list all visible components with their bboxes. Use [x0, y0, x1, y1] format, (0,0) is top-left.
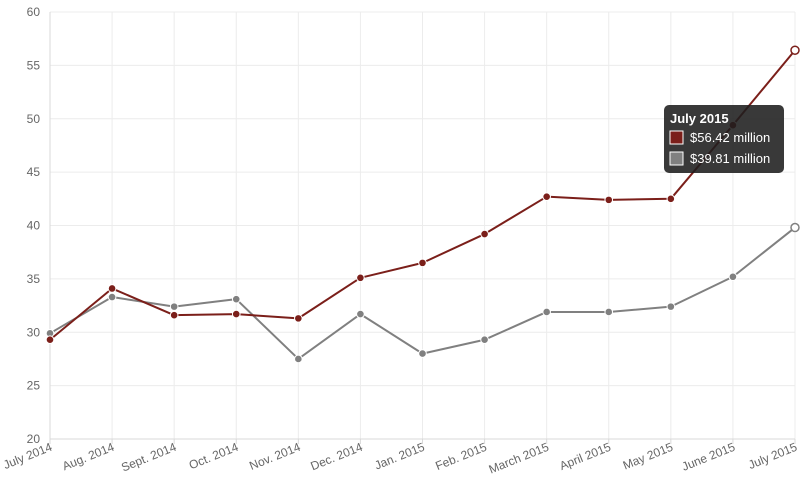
tooltip-swatch	[669, 151, 684, 166]
x-tick-label: March 2015	[487, 440, 551, 477]
data-point[interactable]	[604, 307, 614, 317]
x-tick-label: July 2015	[746, 440, 799, 472]
data-point[interactable]	[604, 195, 614, 205]
tooltip-title: July 2015	[670, 111, 729, 126]
data-point[interactable]	[356, 273, 365, 283]
data-point[interactable]	[542, 307, 551, 317]
x-tick-label: Dec. 2014	[309, 440, 365, 474]
x-tick-label: Oct. 2014	[187, 440, 241, 473]
y-tick-label: 50	[27, 112, 41, 126]
data-point[interactable]	[480, 335, 489, 345]
y-tick-label: 45	[27, 165, 41, 179]
data-point[interactable]	[418, 349, 427, 358]
data-point[interactable]	[107, 284, 117, 293]
x-tick-label: June 2015	[680, 440, 738, 474]
data-point[interactable]	[790, 45, 800, 55]
data-point[interactable]	[542, 192, 551, 201]
y-tick-label: 20	[27, 432, 41, 446]
tooltip-box	[664, 105, 784, 173]
x-tick-label: April 2015	[558, 440, 614, 473]
data-point[interactable]	[294, 314, 303, 323]
x-tick-label: Sept. 2014	[119, 440, 178, 475]
data-point[interactable]	[666, 194, 676, 204]
x-tick-label: Jan. 2015	[372, 440, 426, 473]
y-tick-label: 25	[27, 379, 41, 393]
x-tick-label: Aug. 2014	[60, 440, 116, 474]
y-tick-label: 40	[27, 219, 41, 233]
x-tick-label: Feb. 2015	[433, 440, 489, 473]
x-tick-label: May 2015	[621, 440, 675, 473]
data-point[interactable]	[728, 272, 738, 282]
data-point[interactable]	[480, 229, 489, 239]
grid	[49, 11, 796, 440]
data-point[interactable]	[356, 309, 365, 319]
data-point[interactable]	[294, 354, 303, 364]
series-1	[45, 45, 800, 345]
data-point[interactable]	[169, 310, 179, 320]
data-point[interactable]	[666, 302, 676, 311]
tooltip-value: $39.81 million	[690, 151, 770, 166]
data-point[interactable]	[231, 294, 241, 304]
tooltip-value: $56.42 million	[690, 130, 770, 145]
series-layer	[45, 45, 800, 364]
data-point[interactable]	[418, 258, 427, 268]
y-tick-label: 35	[27, 272, 41, 286]
data-point[interactable]	[107, 292, 117, 302]
y-tick-label: 55	[27, 58, 41, 72]
y-tick-label: 60	[27, 5, 41, 19]
data-point[interactable]	[790, 222, 800, 233]
tooltip-swatch	[669, 130, 684, 145]
x-tick-label: Nov. 2014	[247, 440, 302, 473]
data-point[interactable]	[231, 309, 241, 319]
data-point[interactable]	[169, 302, 179, 311]
data-point[interactable]	[45, 335, 55, 345]
tooltip: July 2015 $56.42 million $39.81 million	[664, 105, 784, 173]
y-tick-label: 30	[27, 325, 41, 339]
series-2	[45, 222, 800, 364]
